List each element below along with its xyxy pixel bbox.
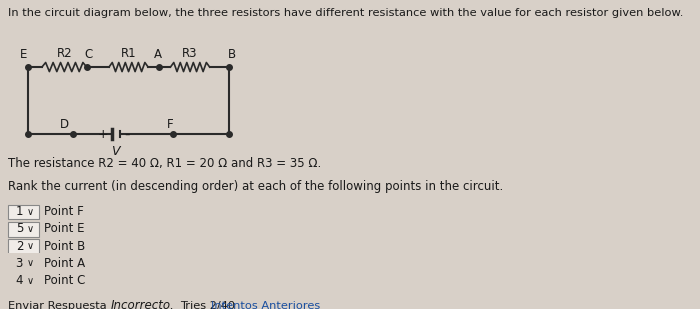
Text: Incorrecto.: Incorrecto. (111, 299, 174, 309)
Text: ∨: ∨ (27, 258, 34, 269)
Text: E: E (20, 49, 27, 61)
Text: The resistance R2 = 40 Ω, R1 = 20 Ω and R3 = 35 Ω.: The resistance R2 = 40 Ω, R1 = 20 Ω and … (8, 157, 321, 170)
FancyBboxPatch shape (8, 239, 39, 254)
Text: C: C (84, 49, 92, 61)
FancyBboxPatch shape (111, 298, 175, 309)
Text: D: D (60, 118, 69, 131)
Text: ∨: ∨ (27, 241, 34, 251)
Text: ∨: ∨ (27, 276, 34, 286)
FancyBboxPatch shape (8, 205, 39, 219)
Text: Enviar Respuesta: Enviar Respuesta (8, 301, 106, 309)
Text: ∨: ∨ (27, 207, 34, 217)
Text: 3: 3 (15, 257, 23, 270)
Text: F: F (167, 118, 174, 131)
Text: Point E: Point E (43, 222, 84, 235)
FancyBboxPatch shape (8, 256, 39, 271)
Text: V: V (111, 145, 120, 158)
Text: 1: 1 (15, 205, 23, 218)
Text: R3: R3 (182, 47, 198, 60)
Text: Intentos Anteriores: Intentos Anteriores (211, 301, 321, 309)
Text: 5: 5 (15, 222, 23, 235)
Text: R2: R2 (57, 47, 72, 60)
Text: Point C: Point C (43, 274, 85, 287)
Text: R1: R1 (121, 47, 136, 60)
Text: Point B: Point B (43, 240, 85, 253)
Text: 4: 4 (15, 274, 23, 287)
Text: 2: 2 (15, 240, 23, 253)
Text: ∨: ∨ (27, 224, 34, 234)
Text: +: + (97, 128, 108, 141)
FancyBboxPatch shape (8, 273, 39, 288)
Text: In the circuit diagram below, the three resistors have different resistance with: In the circuit diagram below, the three … (8, 8, 684, 18)
Text: -: - (125, 127, 130, 142)
Text: Rank the current (in descending order) at each of the following points in the ci: Rank the current (in descending order) a… (8, 180, 503, 193)
FancyBboxPatch shape (8, 298, 106, 309)
Text: Point F: Point F (43, 205, 83, 218)
Text: A: A (153, 49, 162, 61)
Text: Point A: Point A (43, 257, 85, 270)
Text: Tries 2/40: Tries 2/40 (180, 301, 239, 309)
FancyBboxPatch shape (8, 222, 39, 237)
Text: B: B (228, 49, 236, 61)
